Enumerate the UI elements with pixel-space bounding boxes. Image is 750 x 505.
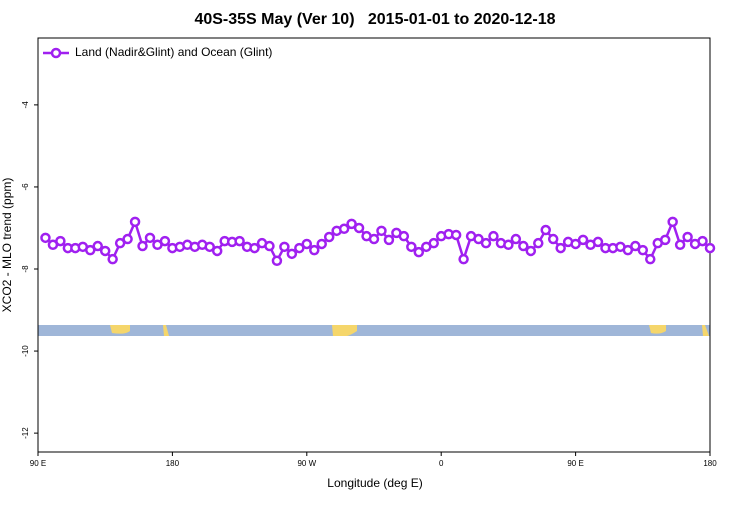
x-tick-label: 90 E [30,459,46,468]
x-tick-label: 180 [703,459,717,468]
point [488,230,499,242]
x-tick-label: 90 E [567,459,583,468]
point [555,242,566,254]
point [159,235,171,247]
point [40,232,51,244]
point [547,233,559,245]
point [286,248,298,260]
point [294,242,305,254]
point [353,222,365,234]
point [122,233,133,245]
point [622,244,634,256]
point [249,242,260,254]
land [702,325,709,336]
point [137,240,148,252]
point [630,240,641,252]
point [458,253,469,265]
point [338,223,350,235]
point [316,238,327,250]
point [674,239,686,251]
chart-title: 40S-35S May (Ver 10) 2015-01-01 to 2020-… [194,11,555,28]
point [406,241,417,253]
point [533,237,544,249]
x-tick-label: 180 [166,459,180,468]
ocean-strip [38,325,710,336]
point [428,237,439,249]
point [577,234,589,246]
x-axis-label: Longitude (deg E) [327,476,422,490]
land [649,325,666,334]
point [637,244,649,256]
land [110,325,130,334]
y-axis-label: XCO2 - MLO trend (ppm) [0,178,14,313]
point [114,237,126,249]
point [413,246,425,258]
point [667,216,678,228]
point [234,235,245,247]
point [376,225,387,237]
x-tick-label: 90 W [297,459,316,468]
point [645,253,656,265]
y-tick-label: -12 [21,427,30,439]
point [503,239,514,251]
legend-marker [50,47,62,59]
map-strip [38,325,710,336]
point [592,236,604,248]
point [570,238,581,250]
point [525,245,537,257]
point [264,240,275,252]
point [473,233,484,245]
point [211,245,223,257]
point [99,245,111,257]
point [368,233,380,245]
legend-label: Land (Nadir&Glint) and Ocean (Glint) [75,45,272,59]
point [398,230,410,242]
point [129,216,141,228]
point [301,238,313,250]
y-tick-label: -6 [21,183,30,191]
point [107,253,118,265]
point [704,242,716,254]
point [383,234,395,246]
point [204,241,215,253]
point [85,244,96,256]
y-tick-label: -10 [21,345,30,357]
land [332,325,357,336]
point [480,237,492,249]
point [659,234,671,246]
point [309,244,320,256]
land [163,325,169,336]
point [346,218,357,230]
y-tick-label: -8 [21,265,30,273]
point [450,229,462,241]
point [92,240,103,252]
point [55,235,66,247]
point [697,235,708,247]
x-tick-label: 0 [439,459,444,468]
point [518,240,529,252]
point [682,231,693,243]
point [510,233,522,245]
y-tick-label: -4 [21,101,30,109]
point [540,224,551,236]
point [144,232,156,244]
point [323,231,335,243]
point [271,255,283,267]
point [279,241,290,253]
